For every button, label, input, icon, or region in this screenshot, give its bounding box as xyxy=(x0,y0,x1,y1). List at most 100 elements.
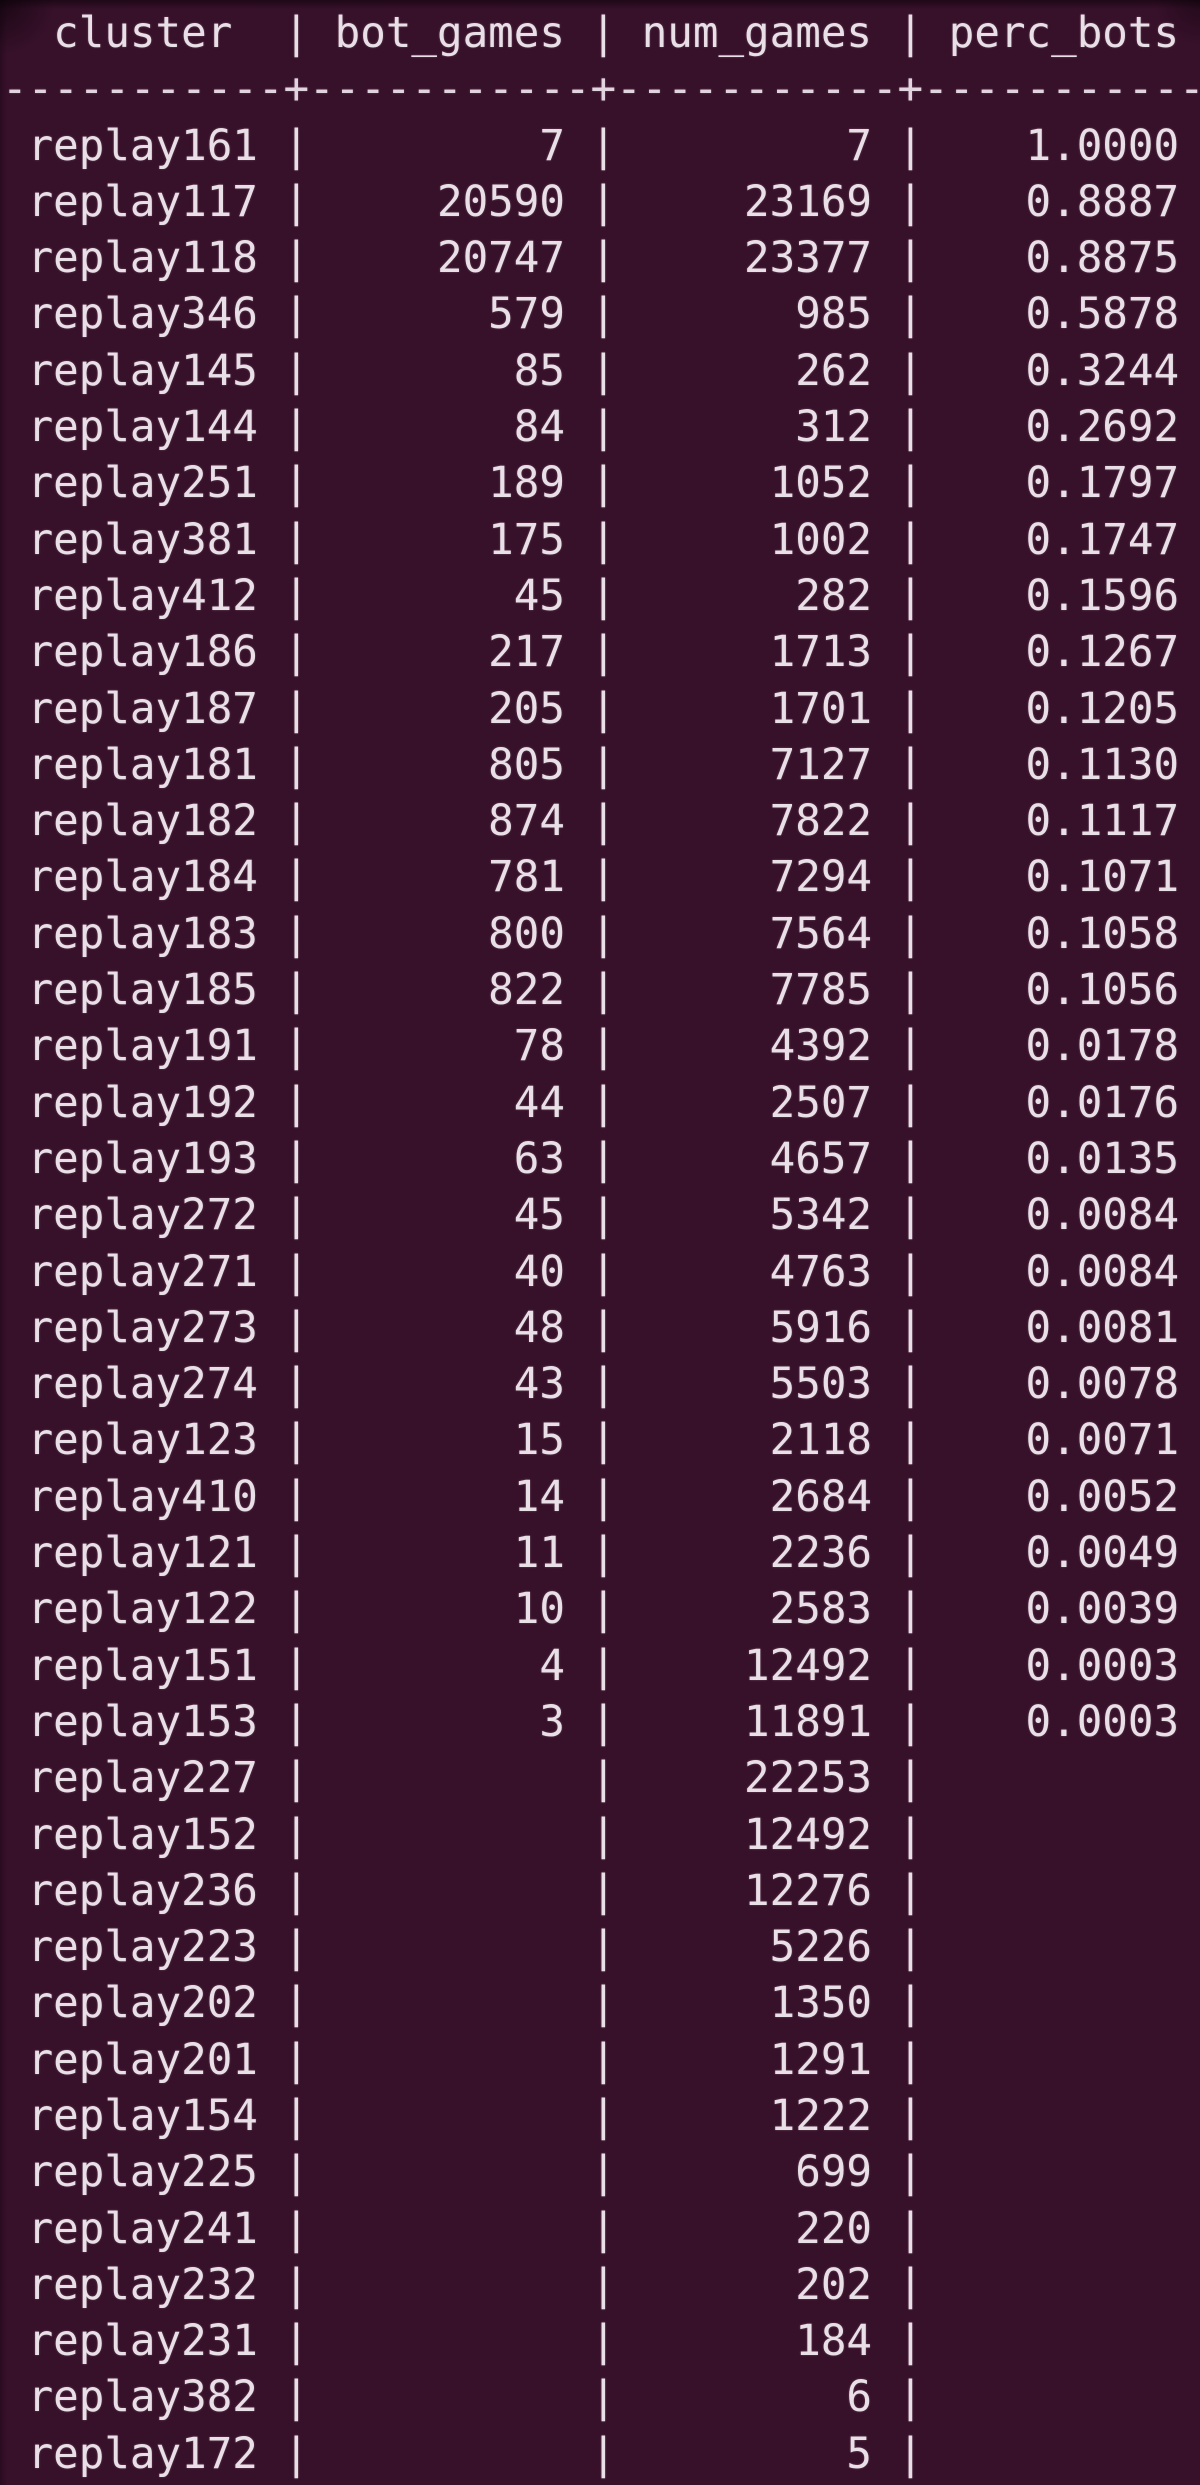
table-row: replay193 | 63 | 4657 | 0.0135 xyxy=(2,1132,1200,1188)
cell-num-games: 4657 xyxy=(616,1134,898,1184)
cell-cluster: replay187 xyxy=(2,684,284,734)
column-divider: | xyxy=(590,515,617,565)
cell-bot-games: 805 xyxy=(309,740,591,790)
table-row: replay273 | 48 | 5916 | 0.0081 xyxy=(2,1301,1200,1357)
cell-bot-games xyxy=(309,1979,590,2028)
cell-num-games: 1002 xyxy=(616,515,898,565)
column-divider: | xyxy=(283,1360,310,1410)
cell-bot-games: 10 xyxy=(309,1585,591,1635)
cell-bot-games xyxy=(309,2205,590,2254)
cell-perc-bots xyxy=(923,2148,1200,2197)
cell-cluster: replay231 xyxy=(2,2317,284,2367)
cell-num-games: 11891 xyxy=(616,1697,898,1747)
column-divider: | xyxy=(283,1191,310,1241)
column-divider: | xyxy=(590,1022,617,1072)
cell-bot-games: 43 xyxy=(309,1360,591,1410)
cell-perc-bots: 0.1747 xyxy=(923,515,1200,565)
cell-perc-bots: 0.0049 xyxy=(923,1529,1200,1579)
column-divider: | xyxy=(283,740,310,790)
table-row: replay144 | 84 | 312 | 0.2692 xyxy=(2,400,1200,456)
cell-perc-bots xyxy=(923,1923,1200,1972)
column-divider: | xyxy=(897,2429,924,2479)
cell-num-games: 7785 xyxy=(616,966,898,1016)
cell-bot-games: 14 xyxy=(309,1472,591,1522)
cell-perc-bots: 0.0078 xyxy=(923,1360,1200,1410)
table-row: replay271 | 40 | 4763 | 0.0084 xyxy=(2,1245,1200,1301)
table-row: replay202 | | 1350 | xyxy=(2,1976,1200,2032)
column-divider: | xyxy=(283,2260,310,2310)
column-divider: | xyxy=(590,2035,617,2085)
cell-cluster: replay236 xyxy=(2,1866,284,1916)
table-row: replay152 | | 12492 | xyxy=(2,1808,1200,1864)
column-divider: | xyxy=(590,1078,617,1128)
column-divider: | xyxy=(590,9,617,58)
cell-num-games: 23377 xyxy=(616,234,898,284)
column-divider: | xyxy=(590,684,617,734)
cell-perc-bots: 0.1797 xyxy=(923,459,1200,509)
cell-perc-bots: 0.1130 xyxy=(923,740,1200,790)
cell-cluster: replay241 xyxy=(2,2204,284,2254)
column-divider: | xyxy=(590,853,617,903)
column-divider: | xyxy=(590,2373,617,2423)
column-divider: | xyxy=(897,1360,924,1410)
cell-cluster: replay202 xyxy=(2,1979,284,2029)
cell-bot-games: 822 xyxy=(309,966,591,1016)
column-divider: | xyxy=(590,1697,617,1747)
cell-cluster: replay271 xyxy=(2,1247,284,1297)
table-row: replay154 | | 1222 | xyxy=(2,2089,1200,2145)
column-divider: | xyxy=(590,1529,617,1579)
column-divider: | xyxy=(283,1810,310,1860)
cell-cluster: replay191 xyxy=(2,1022,284,1072)
cell-num-games: 7564 xyxy=(616,909,898,959)
cell-bot-games xyxy=(309,2430,590,2479)
column-divider: | xyxy=(590,1810,617,1860)
cell-cluster: replay381 xyxy=(2,515,284,565)
table-row: replay346 | 579 | 985 | 0.5878 xyxy=(2,287,1200,343)
cell-cluster: replay182 xyxy=(2,797,284,847)
cell-num-games: 12492 xyxy=(616,1810,898,1860)
cell-cluster: replay181 xyxy=(2,740,284,790)
column-divider: | xyxy=(283,1303,310,1353)
column-divider: | xyxy=(590,797,617,847)
cell-num-games: 1222 xyxy=(616,2091,898,2141)
column-divider: | xyxy=(897,797,924,847)
column-divider: | xyxy=(897,1247,924,1297)
table-row: replay122 | 10 | 2583 | 0.0039 xyxy=(2,1582,1200,1638)
column-divider: | xyxy=(283,2204,310,2254)
cell-perc-bots: 0.2692 xyxy=(923,403,1200,453)
table-header-row: cluster | bot_games | num_games | perc_b… xyxy=(2,6,1200,62)
column-divider: | xyxy=(590,2317,617,2367)
column-divider: | xyxy=(590,2148,617,2198)
column-divider: | xyxy=(283,2148,310,2198)
cell-bot-games: 78 xyxy=(309,1022,591,1072)
cell-perc-bots: 0.1071 xyxy=(923,853,1200,903)
column-divider: | xyxy=(897,1866,924,1916)
cell-perc-bots: 0.1596 xyxy=(923,571,1200,621)
table-row: replay201 | | 1291 | xyxy=(2,2033,1200,2089)
cell-num-games: 184 xyxy=(616,2317,898,2367)
table-row: replay232 | | 202 | xyxy=(2,2258,1200,2314)
table-row: replay231 | | 184 | xyxy=(2,2314,1200,2370)
table-row: replay236 | | 12276 | xyxy=(2,1864,1200,1920)
cell-perc-bots: 0.5878 xyxy=(923,290,1200,340)
cell-bot-games: 44 xyxy=(309,1078,591,1128)
cell-cluster: replay144 xyxy=(2,403,284,453)
table-row: replay187 | 205 | 1701 | 0.1205 xyxy=(2,682,1200,738)
cell-cluster: replay193 xyxy=(2,1134,284,1184)
cell-num-games: 2684 xyxy=(616,1472,898,1522)
column-divider: | xyxy=(897,1585,924,1635)
column-divider: | xyxy=(283,2317,310,2367)
cell-num-games: 7822 xyxy=(616,797,898,847)
column-divider: | xyxy=(590,909,617,959)
cell-num-games: 5226 xyxy=(616,1923,898,1973)
column-divider: | xyxy=(897,2373,924,2423)
column-divider: | xyxy=(897,571,924,621)
cell-bot-games xyxy=(309,2317,590,2366)
column-divider: | xyxy=(283,571,310,621)
column-divider: | xyxy=(897,684,924,734)
column-divider: | xyxy=(590,177,617,227)
column-divider: | xyxy=(283,966,310,1016)
cell-cluster: replay201 xyxy=(2,2035,284,2085)
column-divider: | xyxy=(590,2429,617,2479)
column-divider: | xyxy=(283,1979,310,2029)
